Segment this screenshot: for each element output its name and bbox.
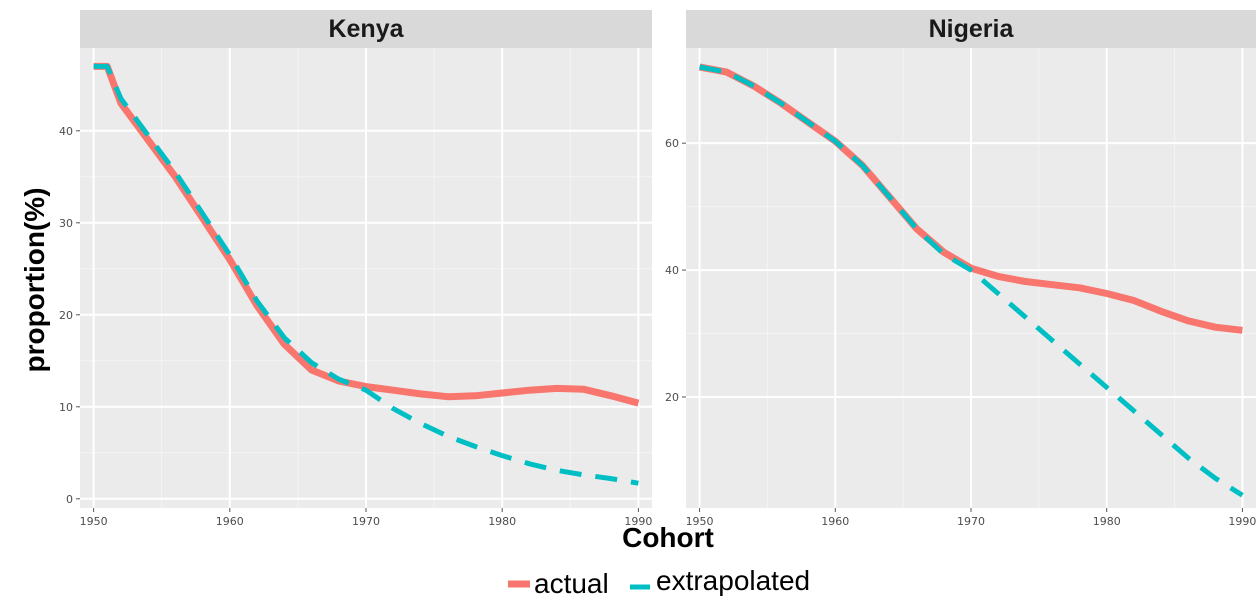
series-line-extrapolated — [93, 63, 639, 486]
x-axis-title: Cohort — [622, 522, 714, 553]
x-tick-label: 1980 — [488, 515, 516, 528]
y-tick-label: 20 — [59, 309, 73, 322]
x-tick-label: 1960 — [821, 515, 849, 528]
facet-strip — [686, 10, 1256, 48]
y-tick-label: 40 — [665, 264, 679, 277]
y-tick-label: 10 — [59, 401, 73, 414]
y-tick-label: 30 — [59, 217, 73, 230]
legend-label-actual: actual — [534, 568, 609, 599]
x-tick-label: 1950 — [686, 515, 714, 528]
legend-label-extrapolated: extrapolated — [656, 565, 810, 596]
y-tick-label: 20 — [665, 391, 679, 404]
gridlines — [80, 48, 652, 508]
facet-strip-label: Nigeria — [929, 15, 1015, 43]
facet-strip — [80, 10, 652, 48]
series-line-actual — [93, 62, 640, 407]
legend: actual extrapolated — [508, 565, 810, 599]
gridlines — [686, 48, 1256, 508]
panel-kenya: Kenya 1950 1960 1970 1980 1990 0 10 20 30 40 — [59, 10, 652, 528]
x-tick-label: 1960 — [216, 515, 244, 528]
x-tick-label: 1950 — [80, 515, 108, 528]
x-tick-label: 1990 — [1228, 515, 1256, 528]
y-tick-label: 60 — [665, 137, 679, 150]
series-line-extrapolated — [699, 64, 1244, 498]
panel-nigeria: Nigeria 1950 1960 1970 1980 1990 20 40 60 — [665, 10, 1256, 528]
x-tick-label: 1970 — [352, 515, 380, 528]
y-tick-label: 0 — [66, 493, 73, 506]
y-axis-title: proportion(%) — [19, 187, 50, 372]
x-tick-label: 1990 — [624, 515, 652, 528]
facet-strip-label: Kenya — [328, 15, 404, 43]
y-tick-label: 40 — [59, 125, 73, 138]
x-tick-label: 1970 — [957, 515, 985, 528]
x-tick-label: 1980 — [1093, 515, 1121, 528]
